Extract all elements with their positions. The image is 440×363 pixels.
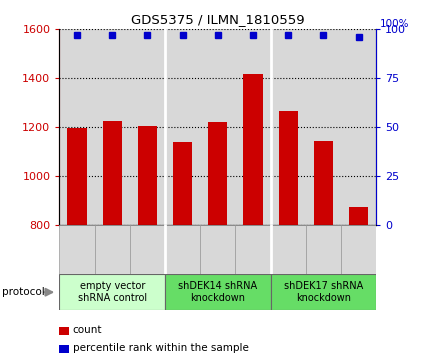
Bar bbox=[271, 225, 306, 274]
Text: percentile rank within the sample: percentile rank within the sample bbox=[73, 343, 249, 354]
Text: count: count bbox=[73, 325, 102, 335]
Bar bbox=[95, 225, 130, 274]
Bar bbox=[138, 126, 157, 225]
Bar bbox=[314, 140, 333, 225]
Bar bbox=[235, 225, 271, 274]
Bar bbox=[173, 142, 192, 225]
Bar bbox=[59, 225, 95, 274]
Bar bbox=[279, 111, 298, 225]
Text: empty vector
shRNA control: empty vector shRNA control bbox=[77, 281, 147, 303]
Bar bbox=[341, 225, 376, 274]
Bar bbox=[165, 274, 271, 310]
Bar bbox=[349, 207, 368, 225]
Bar bbox=[103, 121, 122, 225]
Title: GDS5375 / ILMN_1810559: GDS5375 / ILMN_1810559 bbox=[131, 13, 304, 26]
Bar bbox=[130, 225, 165, 274]
Text: shDEK14 shRNA
knockdown: shDEK14 shRNA knockdown bbox=[178, 281, 257, 303]
Bar bbox=[208, 122, 227, 225]
Bar bbox=[67, 128, 87, 225]
Text: shDEK17 shRNA
knockdown: shDEK17 shRNA knockdown bbox=[284, 281, 363, 303]
Bar bbox=[271, 274, 376, 310]
Bar bbox=[243, 74, 263, 225]
Bar bbox=[200, 225, 235, 274]
Text: protocol: protocol bbox=[2, 287, 45, 297]
Bar bbox=[165, 225, 200, 274]
Bar bbox=[59, 274, 165, 310]
Bar bbox=[306, 225, 341, 274]
Text: 100%: 100% bbox=[379, 19, 409, 29]
